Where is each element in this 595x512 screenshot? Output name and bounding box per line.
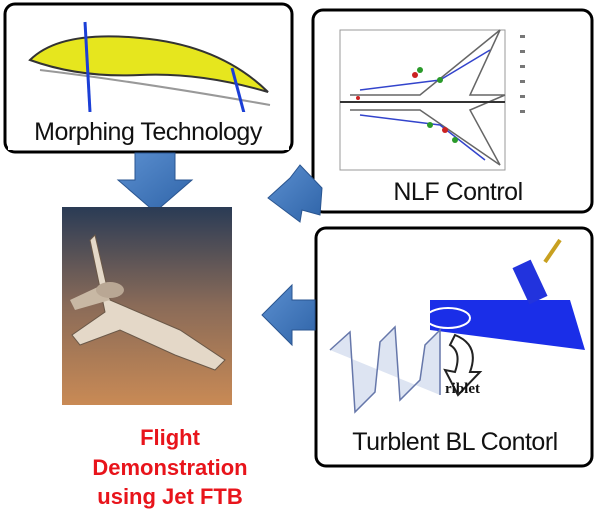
- box-label: NLF Control: [393, 178, 522, 206]
- box-label: Turblent BL Contorl: [352, 428, 557, 456]
- paint: [430, 300, 585, 350]
- arrow: [83, 21, 92, 113]
- left-arrow: [261, 283, 316, 347]
- morphing-box: Morphing Technology: [3, 2, 294, 154]
- caption: Demonstration: [92, 455, 247, 480]
- caption: Flight: [140, 425, 201, 450]
- left-arrow: [267, 164, 323, 223]
- caption: using Jet FTB: [97, 484, 242, 509]
- riblet-shape: [329, 325, 441, 414]
- airfoil: [28, 35, 269, 93]
- down-arrow: [116, 152, 194, 213]
- inset-label: riblet: [445, 381, 480, 397]
- plot: [339, 29, 506, 171]
- box-label: Morphing Technology: [34, 118, 263, 146]
- turbulent-box: riblet Turblent BL Contorl: [314, 226, 594, 468]
- jet-photo: [62, 207, 232, 405]
- nlf-box: NLF Control: [311, 8, 594, 214]
